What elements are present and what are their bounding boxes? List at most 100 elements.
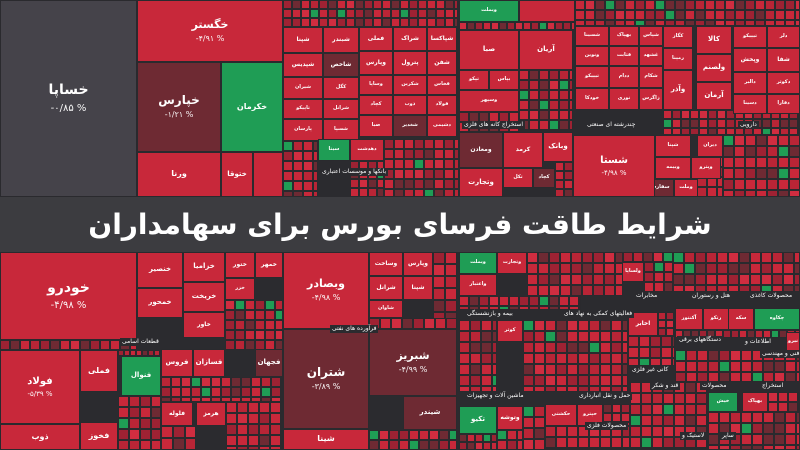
micro-stock-tile[interactable] [578,375,589,386]
micro-stock-tile[interactable] [717,119,726,128]
micro-stock-tile[interactable] [400,18,409,27]
micro-stock-tile[interactable] [527,285,538,296]
micro-stock-tile[interactable] [569,110,573,120]
micro-stock-tile[interactable] [771,330,779,338]
stock-tile[interactable]: دلر [767,26,800,48]
micro-stock-tile[interactable] [434,159,444,169]
micro-stock-tile[interactable] [730,372,741,382]
micro-stock-tile[interactable] [275,320,283,330]
micro-stock-tile[interactable] [745,146,756,157]
micro-stock-tile[interactable] [783,252,794,263]
stock-tile[interactable]: وپترو [691,157,721,179]
micro-stock-tile[interactable] [161,387,171,397]
stock-tile[interactable]: شکام [639,66,663,88]
stock-tile[interactable]: کرمد [503,132,543,168]
micro-stock-tile[interactable] [625,0,635,10]
stock-tile[interactable]: آکنتور [675,308,703,330]
stock-tile[interactable]: آرمان [696,82,732,110]
micro-stock-tile[interactable] [644,282,654,292]
micro-stock-tile[interactable] [734,157,745,168]
micro-stock-tile[interactable] [778,392,788,402]
micro-stock-tile[interactable] [785,412,796,423]
micro-stock-tile[interactable] [665,10,675,20]
micro-stock-tile[interactable] [564,171,573,180]
micro-stock-tile[interactable] [225,340,235,350]
stock-tile[interactable]: شرانل [369,276,403,300]
micro-stock-tile[interactable] [731,330,739,338]
stock-tile[interactable]: ذوب [0,424,80,450]
stock-tile[interactable]: غشهد [639,46,663,66]
micro-stock-tile[interactable] [595,10,605,20]
micro-stock-tile[interactable] [384,179,394,189]
micro-stock-tile[interactable] [523,428,534,439]
stock-tile[interactable]: سیتا [318,139,350,161]
micro-stock-tile[interactable] [559,70,569,80]
micro-stock-tile[interactable] [70,340,80,350]
micro-stock-tile[interactable] [744,128,753,135]
micro-stock-tile[interactable] [404,169,414,179]
micro-stock-tile[interactable] [593,274,604,285]
micro-stock-tile[interactable] [391,0,400,9]
micro-stock-tile[interactable] [364,9,373,18]
stock-tile[interactable]: بهپاک [742,392,768,412]
micro-stock-tile[interactable] [293,181,303,191]
micro-stock-tile[interactable] [292,9,301,18]
micro-stock-tile[interactable] [445,276,457,288]
micro-stock-tile[interactable] [283,0,292,9]
micro-stock-tile[interactable] [785,372,796,382]
micro-stock-tile[interactable] [556,353,567,364]
micro-stock-tile[interactable] [563,22,571,30]
micro-stock-tile[interactable] [225,300,235,310]
micro-stock-tile[interactable] [271,387,281,397]
stock-tile[interactable]: شبندر [323,27,359,53]
micro-stock-tile[interactable] [255,300,265,310]
micro-stock-tile[interactable] [788,402,798,412]
micro-stock-tile[interactable] [539,90,549,100]
micro-stock-tile[interactable] [778,402,788,412]
micro-stock-tile[interactable] [699,128,708,135]
micro-stock-tile[interactable] [433,252,445,264]
micro-stock-tile[interactable] [715,0,725,10]
stock-tile[interactable]: خمهر [255,252,283,278]
micro-stock-tile[interactable] [429,430,439,440]
micro-stock-tile[interactable] [129,440,140,450]
micro-stock-tile[interactable] [571,274,582,285]
micro-stock-tile[interactable] [523,406,534,417]
micro-stock-tile[interactable] [251,377,261,387]
micro-stock-tile[interactable] [235,340,245,350]
micro-stock-tile[interactable] [245,340,255,350]
micro-stock-tile[interactable] [739,274,750,285]
micro-stock-tile[interactable] [772,263,783,274]
micro-stock-tile[interactable] [459,22,467,30]
micro-stock-tile[interactable] [741,412,752,423]
micro-stock-tile[interactable] [255,320,265,330]
micro-stock-tile[interactable] [497,440,507,450]
micro-stock-tile[interactable] [628,358,639,366]
micro-stock-tile[interactable] [364,18,373,27]
micro-stock-tile[interactable] [382,18,391,27]
micro-stock-tile[interactable] [245,310,255,320]
micro-stock-tile[interactable] [40,340,50,350]
micro-stock-tile[interactable] [527,263,538,274]
micro-stock-tile[interactable] [523,320,534,331]
micro-stock-tile[interactable] [708,119,717,128]
micro-stock-tile[interactable] [140,407,151,418]
micro-stock-tile[interactable] [745,135,756,146]
micro-stock-tile[interactable] [652,404,663,415]
micro-stock-tile[interactable] [750,263,761,274]
micro-stock-tile[interactable] [658,312,666,320]
stock-tile[interactable]: صبا [459,30,519,70]
micro-stock-tile[interactable] [756,146,767,157]
micro-stock-tile[interactable] [545,353,556,364]
micro-stock-tile[interactable] [237,446,248,450]
micro-stock-tile[interactable] [556,386,567,392]
micro-stock-tile[interactable] [547,22,555,30]
micro-stock-tile[interactable] [449,440,457,450]
micro-stock-tile[interactable] [507,22,515,30]
micro-stock-tile[interactable] [545,331,556,342]
micro-stock-tile[interactable] [359,188,368,197]
micro-stock-tile[interactable] [373,0,382,9]
micro-stock-tile[interactable] [171,387,181,397]
micro-stock-tile[interactable] [248,424,259,435]
micro-stock-tile[interactable] [173,426,185,438]
